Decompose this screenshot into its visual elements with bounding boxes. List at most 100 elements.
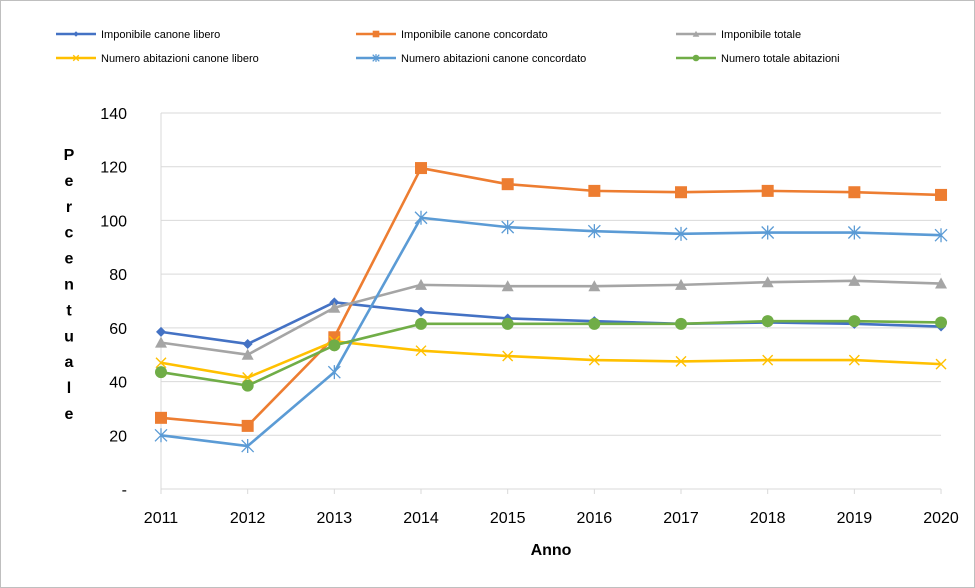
- data-point: [848, 274, 861, 286]
- data-point: [241, 348, 254, 360]
- data-point: [502, 350, 514, 362]
- data-point: [848, 315, 861, 328]
- data-point: [934, 228, 948, 243]
- data-point: [155, 366, 167, 379]
- series-group: [154, 162, 948, 454]
- data-point: [501, 280, 514, 292]
- series-line: [160, 319, 942, 387]
- x-tick-label: 2018: [750, 510, 786, 527]
- data-point: [155, 336, 167, 348]
- data-point: [935, 277, 948, 289]
- y-axis-title-letter: l: [67, 380, 71, 397]
- data-point: [241, 419, 254, 432]
- series-line: [160, 301, 942, 346]
- data-point: [588, 184, 601, 197]
- series-2: [155, 162, 948, 432]
- legend-label: Imponibile canone concordato: [401, 29, 548, 41]
- data-point: [414, 210, 428, 225]
- data-point: [155, 411, 167, 424]
- y-axis-title-letter: e: [65, 251, 74, 268]
- y-tick-label: 80: [109, 267, 127, 284]
- y-axis-title-letter: e: [65, 406, 74, 423]
- data-point: [761, 184, 774, 197]
- legend-item: Numero totale abitazioni: [676, 53, 840, 65]
- x-tick-label: 2016: [577, 510, 613, 527]
- y-tick-label: 120: [100, 160, 127, 177]
- data-point: [675, 355, 687, 367]
- data-point: [848, 186, 861, 199]
- legend-marker: [692, 30, 700, 37]
- series-line: [160, 339, 942, 379]
- y-tick-label: 60: [109, 321, 127, 338]
- x-tick-label: 2019: [837, 510, 873, 527]
- data-point: [242, 338, 253, 349]
- gridlines: [161, 112, 942, 436]
- data-point: [415, 345, 427, 357]
- x-tick-label: 2011: [144, 510, 179, 527]
- legend-item: Imponibile totale: [676, 29, 801, 41]
- legend-marker: [73, 31, 79, 37]
- y-tick-label: -: [122, 482, 127, 499]
- data-point: [847, 225, 861, 240]
- series-line: [160, 279, 942, 357]
- x-tick-label: 2017: [663, 510, 699, 527]
- data-point: [241, 439, 255, 454]
- data-point: [675, 278, 688, 290]
- legend-item: Imponibile canone concordato: [356, 29, 548, 41]
- series-5: [154, 210, 948, 454]
- legend-label: Imponibile canone libero: [101, 29, 220, 41]
- data-point: [328, 339, 341, 352]
- data-point: [241, 379, 254, 392]
- y-axis-title-letter: P: [64, 147, 75, 164]
- y-tick-label: 20: [109, 428, 127, 445]
- data-point: [154, 428, 168, 443]
- legend: Imponibile canone libero Imponibile canon…: [56, 29, 840, 65]
- y-tick-label: 40: [109, 375, 127, 392]
- data-point: [156, 326, 166, 337]
- legend-label: Numero abitazioni canone libero: [101, 53, 259, 65]
- legend-marker: [692, 54, 700, 62]
- data-point: [588, 280, 601, 292]
- legend-label: Numero abitazioni canone concordato: [401, 53, 586, 65]
- data-point: [327, 365, 341, 380]
- legend-label: Imponibile totale: [721, 29, 801, 41]
- x-axis-title: Anno: [531, 542, 572, 559]
- y-tick-label: 100: [100, 213, 127, 230]
- x-tick-label: 2013: [317, 510, 353, 527]
- y-axis-title-letter: c: [65, 225, 74, 242]
- series-line: [160, 166, 942, 428]
- series-6: [155, 315, 948, 392]
- x-tick-label: 2014: [403, 510, 439, 527]
- x-tick-label: 2020: [923, 510, 959, 527]
- legend-marker: [72, 54, 80, 62]
- legend-item: Imponibile canone libero: [56, 29, 220, 41]
- data-point: [415, 162, 428, 175]
- series-4: [155, 335, 947, 384]
- data-point: [935, 358, 947, 370]
- y-axis-title-letter: a: [65, 354, 74, 371]
- x-tick-label: 2015: [490, 510, 526, 527]
- data-point: [762, 354, 774, 366]
- legend-marker: [372, 54, 380, 62]
- data-point: [501, 178, 514, 191]
- data-point: [935, 188, 948, 201]
- data-point: [328, 301, 341, 313]
- y-axis-title-letter: u: [64, 328, 74, 345]
- y-axis-title-letter: r: [66, 199, 72, 216]
- data-point: [588, 354, 600, 366]
- y-axis-title-letter: t: [66, 302, 72, 319]
- data-point: [501, 220, 515, 235]
- data-point: [675, 317, 688, 330]
- series-line: [160, 216, 942, 448]
- data-point: [675, 186, 688, 199]
- data-point: [761, 225, 775, 240]
- y-tick-label: 140: [100, 106, 127, 123]
- data-point: [155, 357, 167, 369]
- y-axis-title-letter: n: [64, 277, 74, 294]
- data-point: [761, 315, 774, 328]
- data-point: [501, 317, 514, 330]
- data-point: [848, 354, 860, 366]
